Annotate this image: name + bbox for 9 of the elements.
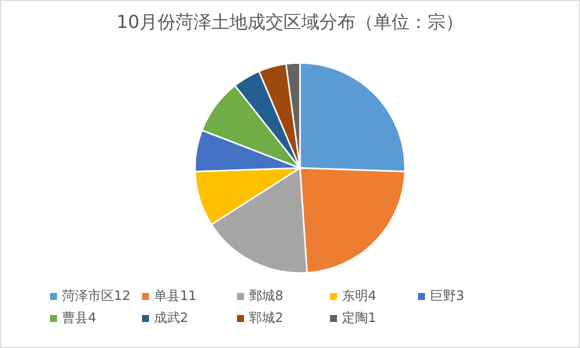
chart-title: 10月份菏泽土地成交区域分布（单位：宗） xyxy=(116,12,464,33)
legend-label: 鄄城8 xyxy=(249,289,284,304)
legend-label: 单县11 xyxy=(154,289,197,304)
legend-label: 郓城2 xyxy=(249,311,284,326)
legend-label: 成武2 xyxy=(154,311,188,326)
legend-label: 巨野3 xyxy=(430,289,464,304)
legend-label: 定陶1 xyxy=(342,311,376,326)
legend-label: 东明4 xyxy=(342,289,376,304)
legend-label: 曹县4 xyxy=(62,311,96,326)
